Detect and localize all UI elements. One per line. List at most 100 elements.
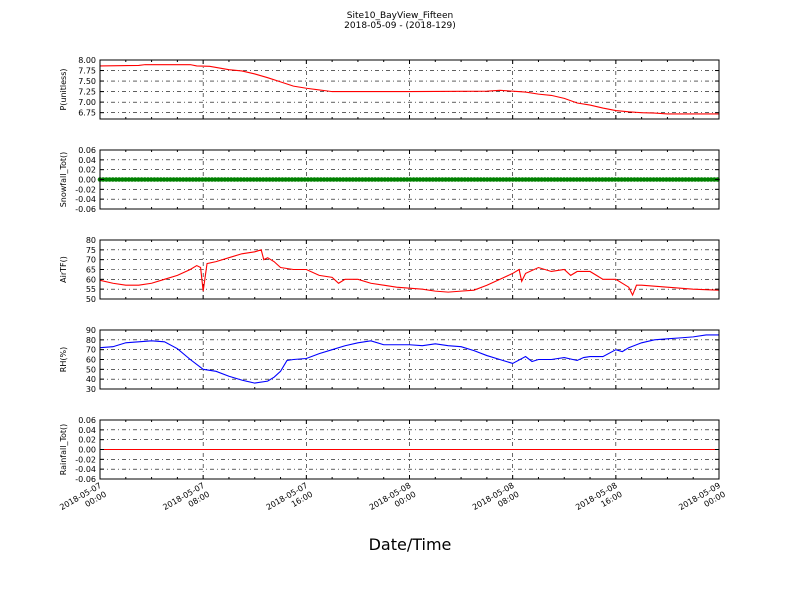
y-tick-label: 0.00 xyxy=(78,176,96,185)
y-tick-label: 0.02 xyxy=(78,166,96,175)
series-point-snowfall xyxy=(712,177,717,182)
series-point-snowfall xyxy=(468,177,474,182)
series-point-snowfall xyxy=(382,177,388,182)
series-point-snowfall xyxy=(379,177,384,182)
series-point-snowfall xyxy=(257,177,263,182)
series-point-snowfall xyxy=(337,177,343,182)
series-point-snowfall xyxy=(574,177,580,182)
y-tick-label: 6.75 xyxy=(78,109,96,118)
series-point-snowfall xyxy=(526,177,532,182)
series-point-snowfall xyxy=(420,177,426,182)
series-point-snowfall xyxy=(251,177,256,182)
series-point-snowfall xyxy=(404,177,410,182)
series-point-snowfall xyxy=(296,177,301,182)
series-point-snowfall xyxy=(276,177,282,182)
y-axis-label-snowfall: Snowfall_Tot() xyxy=(59,152,68,208)
series-point-snowfall xyxy=(408,177,413,182)
series-point-snowfall xyxy=(590,177,596,182)
series-point-snowfall xyxy=(494,177,500,182)
series-point-snowfall xyxy=(232,177,237,182)
series-line-airtemp xyxy=(100,249,719,297)
series-point-snowfall xyxy=(113,177,119,182)
series-point-snowfall xyxy=(520,177,525,182)
series-point-snowfall xyxy=(264,177,269,182)
series-point-snowfall xyxy=(443,177,448,182)
series-point-snowfall xyxy=(302,177,308,182)
series-point-snowfall xyxy=(142,177,148,182)
series-point-snowfall xyxy=(417,177,423,182)
series-point-snowfall xyxy=(123,177,128,182)
y-tick-label: 50 xyxy=(86,365,96,374)
series-point-snowfall xyxy=(456,177,461,182)
panel-frame xyxy=(99,59,720,120)
series-point-snowfall xyxy=(568,177,573,182)
series-point-snowfall xyxy=(449,177,455,182)
series-point-snowfall xyxy=(667,177,672,182)
series-point-snowfall xyxy=(286,177,292,182)
series-point-snowfall xyxy=(625,177,631,182)
series-point-snowfall xyxy=(552,177,557,182)
series-point-snowfall xyxy=(184,177,189,182)
series-point-snowfall xyxy=(273,177,279,182)
series-point-snowfall xyxy=(222,177,228,182)
series-point-snowfall xyxy=(369,177,375,182)
series-point-snowfall xyxy=(651,177,656,182)
series-point-snowfall xyxy=(155,177,160,182)
series-point-snowfall xyxy=(168,177,173,182)
panel-pressure: 6.75 7.007.25 7.507.75 8.00 P(unitless) xyxy=(59,56,720,120)
y-tick-label: 60 xyxy=(86,356,96,365)
series-point-snowfall xyxy=(344,177,349,182)
series-point-snowfall xyxy=(635,177,640,182)
y-tick-label: 60 xyxy=(86,275,96,284)
series-point-snowfall xyxy=(657,177,663,182)
series-point-snowfall xyxy=(670,177,676,182)
series-point-snowfall xyxy=(376,177,381,182)
series-point-snowfall xyxy=(350,177,356,182)
series-point-snowfall xyxy=(497,177,503,182)
series-point-snowfall xyxy=(196,177,202,182)
series-point-snowfall xyxy=(686,177,692,182)
series-point-snowfall xyxy=(440,177,445,182)
series-point-snowfall xyxy=(334,177,340,182)
series-line-pressure xyxy=(100,64,719,115)
series-point-snowfall xyxy=(225,177,231,182)
series-point-snowfall xyxy=(193,177,199,182)
y-tick-label: 80 xyxy=(86,236,96,245)
y-axis-label-pressure: P(unitless) xyxy=(59,68,68,110)
series-point-snowfall xyxy=(395,177,400,182)
series-point-snowfall xyxy=(488,177,493,182)
panel-frame xyxy=(99,239,720,300)
y-tick-label: -0.02 xyxy=(75,455,96,464)
series-point-snowfall xyxy=(158,177,164,182)
series-point-snowfall xyxy=(308,177,314,182)
series-point-snowfall xyxy=(372,177,378,182)
series-point-snowfall xyxy=(260,177,266,182)
series-point-snowfall xyxy=(241,177,247,182)
y-axis-label-rainfall: Rainfall_Tot() xyxy=(59,424,68,476)
series-point-snowfall xyxy=(705,177,711,182)
x-axis-label: Date/Time xyxy=(369,535,452,554)
series-point-snowfall xyxy=(465,177,471,182)
series-point-snowfall xyxy=(500,177,506,182)
panel-frame xyxy=(99,149,720,210)
y-tick-label: 0.04 xyxy=(78,156,96,165)
series-point-snowfall xyxy=(689,177,695,182)
series-point-snowfall xyxy=(318,177,324,182)
series-point-snowfall xyxy=(187,177,192,182)
series-point-snowfall xyxy=(523,177,528,182)
series-point-snowfall xyxy=(190,177,196,182)
series-point-snowfall xyxy=(616,177,621,182)
series-point-snowfall xyxy=(363,177,368,182)
series-point-snowfall xyxy=(603,177,608,182)
y-tick-label: 30 xyxy=(86,385,96,394)
series-point-snowfall xyxy=(683,177,688,182)
series-line-rh xyxy=(100,334,719,384)
series-point-snowfall xyxy=(459,177,464,182)
series-point-snowfall xyxy=(481,177,487,182)
y-tick-label: 0.06 xyxy=(78,146,96,155)
series-point-snowfall xyxy=(414,177,420,182)
chart-title: Site10_BayView_Fifteen xyxy=(346,11,454,21)
